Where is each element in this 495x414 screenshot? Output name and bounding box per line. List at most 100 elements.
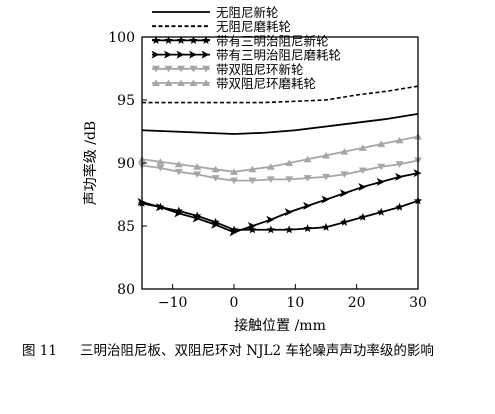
series-line — [141, 159, 419, 182]
legend-item: 无阻尼磨耗轮 — [152, 19, 291, 34]
data-point — [377, 207, 386, 216]
data-point — [193, 171, 202, 178]
legend-marker — [189, 79, 198, 86]
data-point — [174, 206, 183, 215]
legend-marker — [189, 36, 198, 44]
data-point — [285, 176, 294, 183]
legend-item: 带有三明治阻尼新轮 — [151, 33, 329, 48]
data-point — [248, 225, 257, 234]
legend-marker — [151, 50, 160, 59]
legend-item: 带双阻尼环磨耗轮 — [152, 76, 316, 91]
legend-marker — [152, 65, 160, 73]
legend-marker — [177, 79, 185, 86]
data-point — [230, 168, 238, 175]
series-0 — [141, 112, 419, 135]
data-point — [395, 172, 404, 181]
x-axis-label: 接触位置 /mm — [234, 317, 326, 334]
legend-marker — [189, 50, 197, 59]
data-point — [266, 176, 275, 183]
legend: 无阻尼新轮无阻尼磨耗轮带有三明治阻尼新轮带有三明治阻尼磨耗轮带双阻尼环新轮带双阻… — [151, 5, 341, 91]
data-point — [266, 215, 275, 224]
caption-text: 三明治阻尼板、双阻尼环对 NJL2 车轮噪声声功率级的影响 — [80, 343, 434, 359]
x-tick-label: 10 — [286, 295, 304, 311]
legend-item: 无阻尼新轮 — [152, 5, 279, 20]
legend-label: 带有三明治阻尼新轮 — [216, 33, 329, 48]
data-point — [395, 161, 404, 168]
legend-marker — [164, 79, 173, 86]
data-point — [303, 155, 312, 163]
data-point — [395, 202, 404, 211]
data-point — [303, 201, 312, 210]
y-tick-label: 90 — [117, 156, 135, 172]
data-point — [230, 177, 238, 185]
caption-number: 图 11 — [22, 343, 57, 359]
legend-marker — [164, 50, 172, 59]
data-point — [358, 167, 367, 175]
series-line — [142, 85, 419, 104]
legend-label: 带双阻尼环新轮 — [216, 62, 304, 77]
legend-marker — [151, 36, 161, 44]
data-point — [377, 163, 386, 171]
data-point — [321, 195, 330, 204]
legend-label: 无阻尼磨耗轮 — [216, 19, 291, 34]
data-point — [266, 163, 275, 170]
legend-marker — [177, 65, 185, 73]
legend-marker — [202, 79, 210, 86]
data-point — [211, 217, 220, 226]
data-point — [174, 209, 183, 218]
data-point — [285, 225, 294, 234]
data-point — [285, 159, 294, 166]
data-point — [321, 222, 331, 231]
y-tick-label: 100 — [108, 30, 135, 46]
legend-marker — [189, 65, 198, 73]
data-point — [211, 175, 220, 182]
x-tick-label: −10 — [158, 295, 188, 311]
data-point — [211, 165, 220, 173]
data-point — [248, 177, 257, 185]
data-point — [155, 203, 164, 212]
data-point — [156, 165, 165, 172]
series-line — [141, 135, 419, 173]
series-line — [141, 172, 419, 234]
x-tick-label: 30 — [409, 295, 427, 311]
legend-marker — [176, 50, 185, 59]
data-point — [339, 189, 348, 198]
legend-item: 带双阻尼环新轮 — [152, 62, 304, 77]
legend-label: 带有三明治阻尼磨耗轮 — [216, 48, 341, 63]
data-point — [377, 140, 386, 148]
data-point — [211, 220, 220, 229]
y-tick-label: 80 — [117, 282, 135, 298]
series-3 — [137, 169, 422, 237]
y-axis-label: 声功率级 /dB — [82, 121, 99, 205]
data-point — [322, 151, 330, 159]
legend-marker — [176, 36, 186, 44]
data-point — [247, 222, 256, 230]
series-2 — [137, 196, 423, 234]
legend-label: 无阻尼新轮 — [216, 5, 279, 20]
data-point — [395, 136, 404, 144]
data-point — [322, 173, 330, 181]
series-4 — [138, 157, 422, 185]
data-point — [358, 182, 367, 191]
data-point — [284, 208, 293, 217]
data-point — [303, 175, 312, 182]
data-point — [340, 171, 349, 178]
legend-item: 带有三明治阻尼磨耗轮 — [151, 48, 341, 63]
data-point — [340, 148, 349, 155]
series-line — [141, 112, 419, 135]
data-point — [248, 165, 257, 173]
axes: −10 0 10 20 30 80 85 90 95 100 — [108, 30, 427, 311]
series-5 — [138, 133, 422, 175]
legend-marker — [164, 36, 173, 44]
data-point — [376, 177, 385, 186]
legend-marker — [201, 36, 211, 44]
data-point — [174, 168, 183, 176]
data-point — [229, 225, 239, 234]
data-point — [340, 217, 349, 226]
data-point — [358, 144, 367, 151]
line-chart: 无阻尼新轮无阻尼磨耗轮带有三明治阻尼新轮带有三明治阻尼磨耗轮带双阻尼环新轮带双阻… — [82, 5, 427, 334]
data-point — [192, 214, 201, 223]
data-point — [266, 225, 275, 234]
legend-label: 带双阻尼环磨耗轮 — [216, 76, 316, 91]
data-point — [193, 211, 202, 220]
